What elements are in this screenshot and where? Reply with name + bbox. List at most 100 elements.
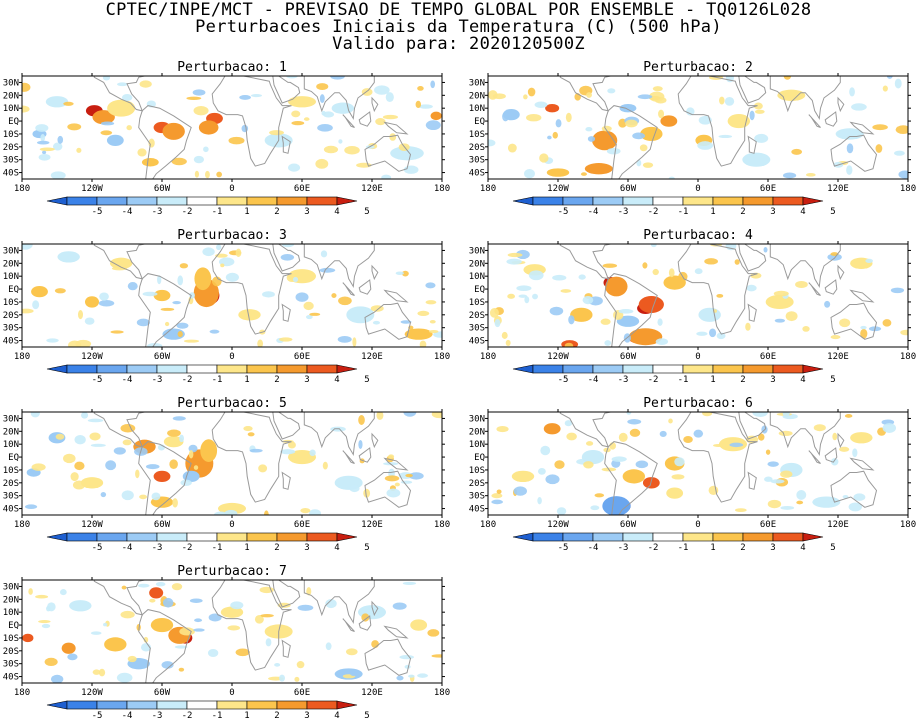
- coastline: [830, 302, 878, 340]
- colorbar-swatch: [66, 532, 98, 542]
- anomaly-speckle: [754, 133, 769, 143]
- anomaly-speckle: [796, 490, 807, 500]
- anomaly-speckle: [683, 436, 693, 443]
- colorbar-label: -2: [182, 375, 193, 385]
- temperature-anomaly-patch: [546, 168, 570, 177]
- anomaly-speckle: [547, 135, 552, 140]
- anomaly-speckle: [388, 454, 395, 459]
- anomaly-speckle: [44, 657, 58, 667]
- temperature-anomaly-patch: [162, 122, 185, 140]
- anomaly-speckle: [356, 162, 372, 168]
- anomaly-speckle: [203, 146, 209, 153]
- colorbar-swatch: [156, 364, 188, 374]
- colorbar-swatch: [246, 196, 278, 206]
- anomaly-speckle: [371, 640, 379, 648]
- map-panel: Perturbacao: 7 30N 20N 10N EQ 10S 20S 30S 40S 180…: [3, 564, 450, 721]
- temperature-anomaly-patch: [698, 307, 721, 322]
- anomaly-speckle: [716, 294, 724, 298]
- anomaly-speckle: [375, 118, 386, 126]
- colorbar-label: -2: [182, 207, 193, 217]
- coastline: [272, 412, 301, 440]
- colorbar-swatch: [622, 196, 654, 206]
- colorbar-swatch: [772, 532, 804, 542]
- anomaly-speckle: [22, 244, 33, 250]
- anomaly-speckle: [193, 106, 209, 116]
- temperature-anomaly-patch: [410, 619, 428, 631]
- coastline: [342, 282, 355, 296]
- temperature-anomaly-patch: [106, 134, 124, 147]
- anomaly-speckle: [401, 270, 409, 277]
- anomaly-speckle: [496, 489, 502, 494]
- anomaly-speckle: [89, 432, 101, 441]
- anomaly-speckle: [136, 318, 151, 327]
- anomaly-speckle: [750, 272, 762, 279]
- anomaly-speckle: [98, 668, 106, 677]
- colorbar-arrow-left: [512, 196, 534, 206]
- anomaly-speckle: [491, 493, 503, 499]
- anomaly-speckle: [403, 165, 419, 174]
- anomaly-speckle: [568, 315, 575, 325]
- anomaly-speckle: [121, 94, 133, 102]
- anomaly-speckle: [770, 479, 785, 484]
- anomaly-speckle: [361, 613, 370, 622]
- colorbar-label: -4: [588, 543, 599, 553]
- colorbar: -5 -4 -3 -2 -1 1 2 3 4 5: [512, 364, 836, 385]
- temperature-anomaly-patch: [69, 600, 92, 612]
- anomaly-speckle: [875, 144, 883, 153]
- coastline: [837, 432, 845, 449]
- anomaly-speckle: [585, 441, 594, 446]
- lon-label: 0: [229, 520, 234, 530]
- lon-label: 120E: [827, 520, 849, 530]
- colorbar-label: 1: [710, 207, 715, 217]
- coastline: [824, 111, 838, 127]
- temperature-anomaly-patch: [288, 96, 316, 108]
- temperature-anomaly-patch: [619, 103, 637, 113]
- anomaly-speckle: [171, 157, 187, 166]
- anomaly-speckle: [686, 107, 695, 116]
- anomaly-speckle: [417, 86, 424, 91]
- anomaly-speckle: [77, 309, 84, 320]
- coastline: [138, 273, 192, 347]
- lat-label: 10S: [469, 298, 485, 308]
- lat-label: EQ: [8, 621, 19, 631]
- coastline: [769, 244, 841, 289]
- colorbar-label: 2: [274, 207, 279, 217]
- colorbar-label: 4: [334, 207, 339, 217]
- temperature-anomaly-patch: [92, 110, 115, 125]
- temperature-anomaly-patch: [640, 126, 663, 142]
- colorbar: -5 -4 -3 -2 -1 1 2 3 4 5: [46, 364, 370, 385]
- anomaly-speckle: [249, 448, 263, 453]
- coastline: [281, 471, 291, 490]
- anomaly-speckle: [425, 120, 441, 131]
- anomaly-speckle: [882, 423, 897, 433]
- colorbar-arrow-left: [46, 196, 68, 206]
- colorbar-label: 1: [710, 375, 715, 385]
- anomaly-speckle: [716, 332, 726, 340]
- colorbar-swatch: [246, 700, 278, 710]
- temperature-anomaly-patch: [765, 294, 794, 310]
- lat-label: 20N: [469, 427, 485, 437]
- anomaly-speckle: [176, 322, 189, 329]
- colorbar-swatch: [652, 364, 684, 374]
- colorbar-label: 3: [304, 375, 309, 385]
- anomaly-speckle: [142, 291, 158, 297]
- anomaly-speckle: [830, 458, 839, 466]
- colorbar-arrow-left: [46, 532, 68, 542]
- anomaly-speckle: [121, 585, 127, 590]
- coastline: [364, 638, 412, 676]
- temperature-anomaly-patch: [80, 477, 104, 489]
- anomaly-speckle: [161, 661, 174, 669]
- anomaly-speckle: [317, 124, 333, 132]
- coastline: [303, 580, 375, 625]
- colorbar-label: 5: [364, 207, 369, 217]
- colorbar-arrow-left: [512, 532, 534, 542]
- temperature-anomaly-patch: [57, 251, 80, 263]
- colorbar-swatch: [96, 700, 128, 710]
- coastline: [808, 282, 821, 296]
- anomaly-speckle: [494, 318, 501, 328]
- colorbar-label: -5: [92, 375, 103, 385]
- colorbar-label: -3: [618, 543, 629, 553]
- map-panel: Perturbacao: 2 30N 20N 10N EQ 10S 20S 30S 40S 180…: [469, 60, 916, 217]
- anomaly-speckle: [900, 329, 908, 336]
- anomaly-speckle: [207, 648, 219, 658]
